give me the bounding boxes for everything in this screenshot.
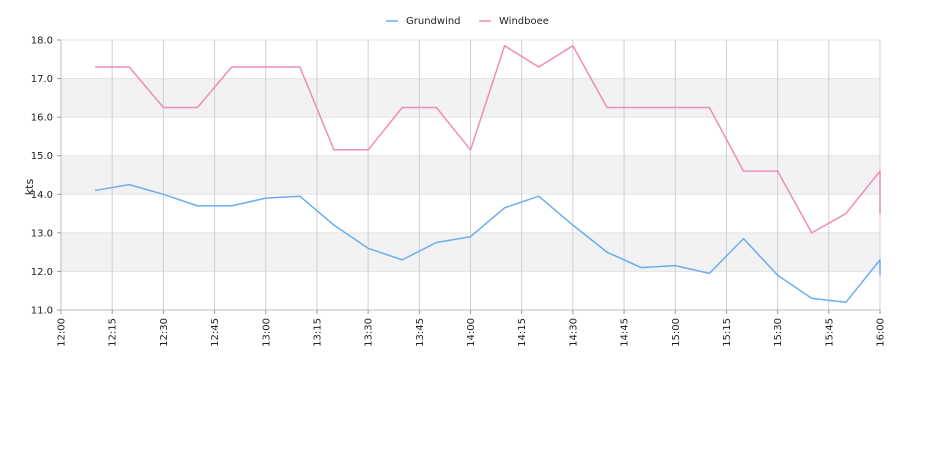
x-tick-label: 13:15 <box>312 318 323 347</box>
x-tick-label: 14:00 <box>466 318 477 347</box>
y-tick-label: 15.0 <box>31 151 53 162</box>
x-axis: 12:00 12:15 12:30 12:45 13:00 13:15 13:30 13:45… <box>57 310 887 347</box>
y-tick-label: 13.0 <box>31 228 53 239</box>
series-layer <box>95 45 881 304</box>
series-line-windboee <box>95 45 881 234</box>
x-tick-label: 16:00 <box>876 318 887 347</box>
gridlines <box>60 39 881 311</box>
legend-label: Grundwind <box>406 16 461 27</box>
y-axis-title: kts <box>23 179 36 196</box>
y-tick-label: 18.0 <box>31 36 53 47</box>
y-tick-label: 17.0 <box>31 74 53 85</box>
x-tick-label: 15:00 <box>671 318 682 347</box>
series-line-grundwind <box>95 183 881 304</box>
x-tick-label: 12:15 <box>108 318 119 347</box>
y-tick-label: 14.0 <box>31 190 53 201</box>
legend[interactable]: Grundwind Windboee <box>386 16 549 27</box>
x-tick-label: 13:45 <box>415 318 426 347</box>
y-tick-label: 16.0 <box>31 113 53 124</box>
x-tick-label: 14:45 <box>620 318 631 347</box>
y-tick-label: 12.0 <box>31 267 53 278</box>
x-tick-label: 15:15 <box>722 318 733 347</box>
x-tick-label: 14:15 <box>517 318 528 347</box>
legend-item-grundwind[interactable]: Grundwind <box>386 16 461 27</box>
x-tick-label: 12:45 <box>210 318 221 347</box>
x-tick-label: 13:00 <box>261 318 272 347</box>
y-tick-label: 11.0 <box>31 306 53 317</box>
x-tick-label: 13:30 <box>364 318 375 347</box>
x-tick-label: 12:30 <box>159 318 170 347</box>
legend-label: Windboee <box>499 16 549 27</box>
x-tick-label: 15:30 <box>773 318 784 347</box>
x-tick-label: 14:30 <box>568 318 579 347</box>
x-tick-label: 12:00 <box>57 318 68 347</box>
legend-item-windboee[interactable]: Windboee <box>479 16 549 27</box>
x-tick-label: 15:45 <box>824 318 835 347</box>
y-axis: 11.0 12.0 13.0 14.0 15.0 16.0 17.0 18.0 <box>31 36 61 317</box>
